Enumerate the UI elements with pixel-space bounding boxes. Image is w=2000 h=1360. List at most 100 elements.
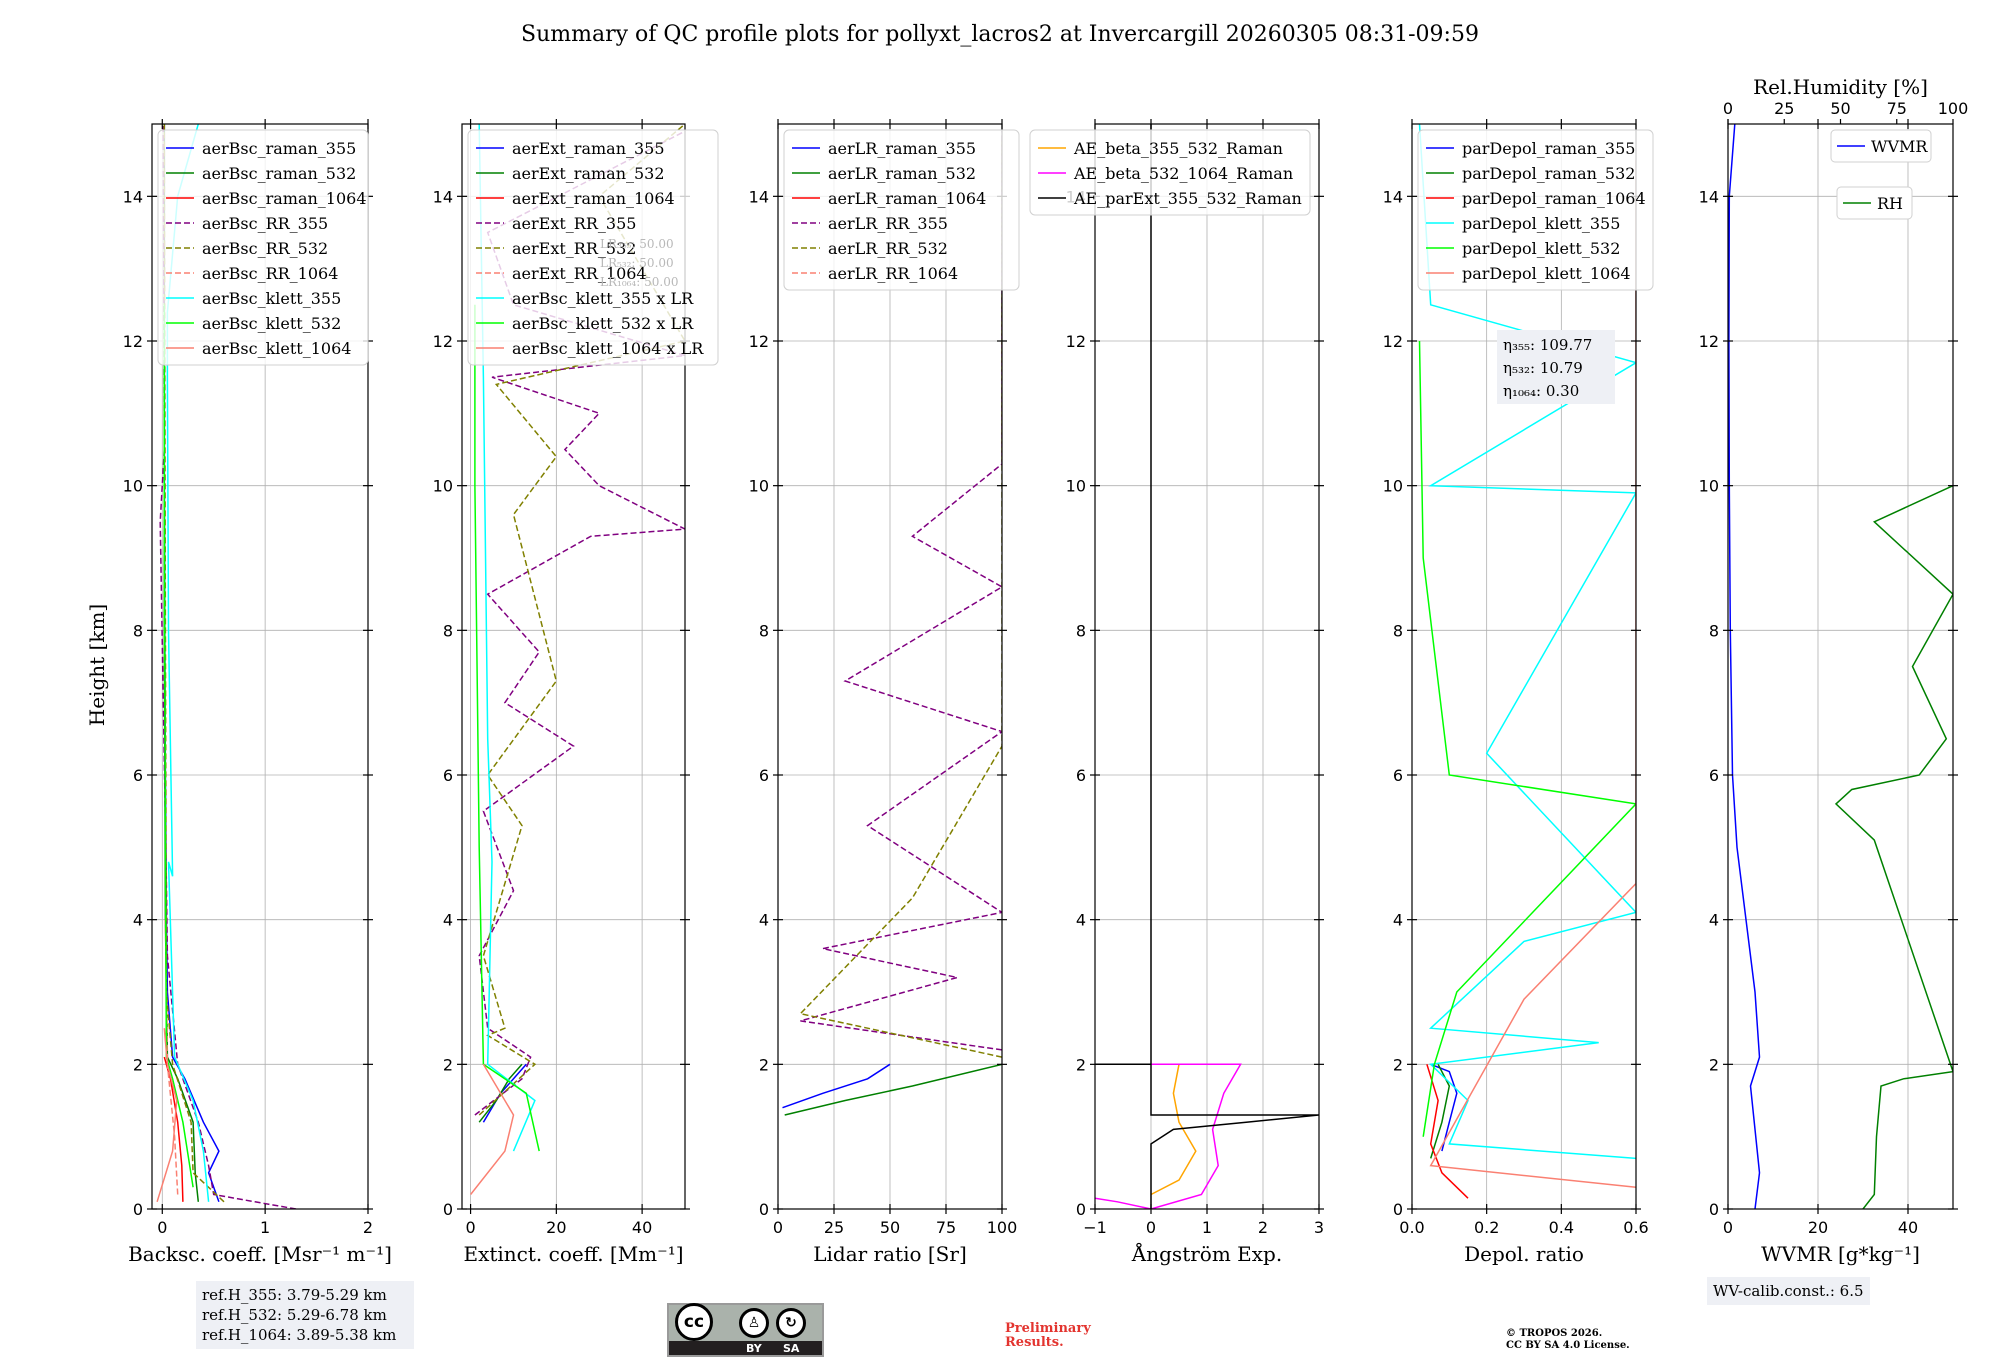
x-tick-label: 3 — [1314, 1218, 1324, 1237]
legend-label-aerlr-raman-1064: aerLR_raman_1064 — [828, 189, 986, 208]
y-tick-label: 12 — [433, 332, 453, 351]
x-tick-label: 50 — [880, 1218, 900, 1237]
x-tick-label: 100 — [987, 1218, 1018, 1237]
share-alike-icon: ↻ — [776, 1308, 806, 1338]
series-group — [782, 131, 1002, 1116]
legend-label-aerlr-rr-355: aerLR_RR_355 — [828, 214, 948, 233]
x-top-tick-label: 50 — [1830, 99, 1850, 118]
series-group — [156, 124, 297, 1209]
axes-frame — [1411, 123, 1637, 1210]
legend-box — [1029, 129, 1311, 216]
x-axis-label: Depol. ratio — [1464, 1242, 1584, 1266]
x-tick-label: 0.0 — [1399, 1218, 1424, 1237]
legend-label-aerbsc-rr-1064: aerBsc_RR_1064 — [202, 264, 338, 283]
legend-box — [1417, 129, 1654, 291]
x-axis-label: Ångström Exp. — [1131, 1241, 1282, 1266]
legend-label-pardepol-raman-1064: parDepol_raman_1064 — [1462, 189, 1646, 208]
y-tick-label: 4 — [1393, 911, 1403, 930]
series-line-aerbsc-klett-532 — [163, 304, 194, 1188]
legend-label: RH — [1877, 194, 1903, 213]
series-line-aerext-rr-355 — [474, 130, 685, 1116]
y-tick-label: 10 — [1383, 477, 1403, 496]
x-tick-label: 1 — [260, 1218, 270, 1237]
y-tick-label: 12 — [1699, 332, 1719, 351]
y-tick-label: 2 — [1076, 1055, 1086, 1074]
series-line-pardepol-raman-1064 — [1426, 1064, 1469, 1199]
legend-label-aerbsc-raman-1064: aerBsc_raman_1064 — [202, 189, 367, 208]
legend-wvmr: WVMR — [1830, 129, 1932, 163]
legend-box — [1830, 129, 1932, 163]
series-line-aerlr-raman-355 — [782, 1063, 891, 1109]
x-tick-label: 0 — [1723, 1218, 1733, 1237]
y-tick-label: 12 — [1383, 332, 1403, 351]
annotation-LR532: LR₅₃₂: 50.00 — [600, 256, 674, 270]
series-line-aerbsc-klett-355-x-lr — [478, 124, 536, 1152]
legend-label-aerlr-raman-355: aerLR_raman_355 — [828, 139, 976, 158]
legend-label-aerext-raman-1064: aerExt_raman_1064 — [512, 189, 675, 208]
x-axis-label: Extinct. coeff. [Mm⁻¹] — [463, 1242, 683, 1266]
y-tick-label: 14 — [749, 187, 769, 206]
series-line-pardepol-klett-532 — [1418, 340, 1636, 1137]
legend: parDepol_raman_355 parDepol_raman_532 parD… — [1417, 129, 1654, 291]
series-line-aerlr-raman-532 — [784, 1063, 1002, 1116]
x-tick-label: 40 — [1898, 1218, 1918, 1237]
series-line-aerext-raman-355 — [482, 1063, 527, 1123]
panel-wvmr: 0 2 4 6 8 10 12 14 0 20 40 0 25 50 75 100 Rel.Humidity [… — [1699, 75, 1969, 1266]
legend-label-aerbsc-klett-532-x-lr: aerBsc_klett_532 x LR — [512, 314, 694, 333]
legend-label-aerbsc-klett-355: aerBsc_klett_355 — [202, 289, 341, 308]
y-tick-label: 2 — [133, 1055, 143, 1074]
y-tick-label: 12 — [123, 332, 143, 351]
legend-label-aerbsc-klett-1064-x-lr: aerBsc_klett_1064 x LR — [512, 339, 704, 358]
legend-box — [467, 129, 719, 366]
y-tick-label: 14 — [1699, 187, 1719, 206]
legend: AE_beta_355_532_Raman AE_beta_532_1064_Ra… — [1029, 129, 1311, 216]
y-tick-label: 2 — [1393, 1055, 1403, 1074]
x-tick-label: −1 — [1083, 1218, 1107, 1237]
annotation-eta532: η₅₃₂: 10.79 — [1503, 359, 1583, 377]
series-line-aerlr-rr-355 — [800, 131, 1002, 1051]
legend-label-aerbsc-raman-355: aerBsc_raman_355 — [202, 139, 356, 158]
x-top-tick-label: 100 — [1938, 99, 1969, 118]
series-line-aerbsc-raman-1064 — [163, 1056, 184, 1202]
y-tick-label: 6 — [759, 766, 769, 785]
panel-depol: 0 2 4 6 8 10 12 14 0.0 0.2 0.4 0.6 Depol. ratio parDe… — [1383, 119, 1654, 1266]
x-top-tick-label: 25 — [1774, 99, 1794, 118]
legend-label-ae-beta-355-532-raman: AE_beta_355_532_Raman — [1073, 139, 1283, 158]
copyright-note: © TROPOS 2026. CC BY SA 4.0 License. — [1506, 1328, 1630, 1352]
x-axis-label: WVMR [g*kg⁻¹] — [1761, 1242, 1920, 1266]
legend-label-aerbsc-klett-355-x-lr: aerBsc_klett_355 x LR — [512, 289, 694, 308]
y-tick-label: 14 — [433, 187, 453, 206]
series-line-aerbsc-klett-532-x-lr — [474, 304, 540, 1152]
y-tick-label: 12 — [749, 332, 769, 351]
panel-lidar_ratio: 0 2 4 6 8 10 12 14 0 25 50 75 100 Lidar ratio [Sr] aer… — [749, 119, 1020, 1266]
legend: aerExt_raman_355 aerExt_raman_532 aerExt_r… — [467, 129, 719, 366]
axes-frame — [1727, 123, 1954, 1210]
y-tick-label: 4 — [759, 911, 769, 930]
legend-label-pardepol-klett-355: parDepol_klett_355 — [1462, 214, 1620, 233]
legend-box — [783, 129, 1020, 291]
y-tick-label: 12 — [1066, 332, 1086, 351]
y-tick-label: 0 — [133, 1200, 143, 1219]
y-tick-label: 10 — [123, 477, 143, 496]
y-tick-label: 4 — [443, 911, 453, 930]
legend-label-aerext-rr-532: aerExt_RR_532 — [512, 239, 636, 258]
x-top-axis-label: Rel.Humidity [%] — [1753, 75, 1928, 99]
y-tick-label: 6 — [443, 766, 453, 785]
x-tick-label: 75 — [936, 1218, 956, 1237]
legend: aerLR_raman_355 aerLR_raman_532 aerLR_rama… — [783, 129, 1020, 291]
series-line-aerext-raman-532 — [478, 1063, 523, 1123]
legend-label-aerbsc-rr-355: aerBsc_RR_355 — [202, 214, 328, 233]
y-tick-label: 10 — [1066, 477, 1086, 496]
preliminary-line1: Preliminary — [1005, 1321, 1091, 1336]
series-line-pardepol-klett-1064 — [1429, 160, 1636, 1189]
axes-frame — [461, 123, 686, 1210]
legend-label-aerext-rr-355: aerExt_RR_355 — [512, 214, 636, 233]
legend-rh: RH — [1836, 186, 1913, 220]
legend-label-aerbsc-raman-532: aerBsc_raman_532 — [202, 164, 356, 183]
y-tick-label: 6 — [1393, 766, 1403, 785]
cc-license-badge: cc ♙ ↻ BY SA — [667, 1303, 824, 1357]
x-tick-label: 0 — [1146, 1218, 1156, 1237]
panel-extinction: 0 2 4 6 8 10 12 14 0 20 40 Extinct. coeff. [Mm⁻¹] ae… — [433, 119, 719, 1266]
